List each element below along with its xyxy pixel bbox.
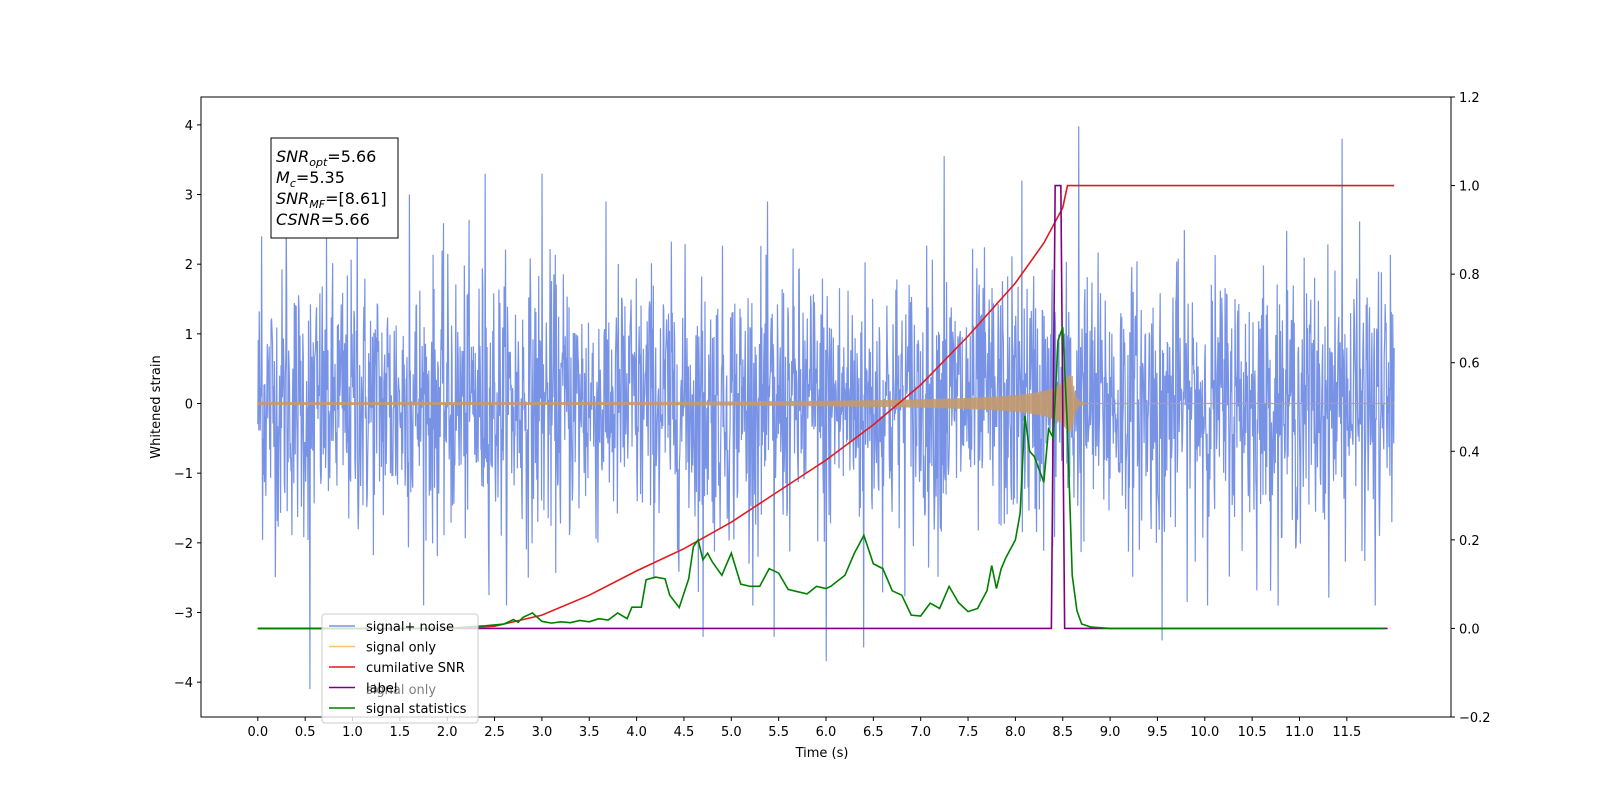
y-tick-label: 4 [185,119,193,134]
x-tick-label: 3.0 [532,725,553,740]
x-tick-label: 4.0 [626,725,647,740]
y2-tick-label: −0.2 [1459,711,1491,726]
x-tick-label: 1.5 [390,725,411,740]
y-tick-label: −2 [174,537,193,552]
x-axis: 0.0 0.5 1.0 1.5 2.0 2.5 3.0 3.5 4.0 4.5 5.0 5.5 6.0 6… [247,717,1361,740]
series-cumulative-snr [257,184,1395,630]
x-tick-label: 6.5 [863,725,884,740]
series-label [257,184,1388,630]
y-tick-label: 1 [185,328,193,343]
annotation-line: SNRMF=[8.61] [276,189,387,211]
plot-area [257,126,1395,690]
y2-tick-label: 0.6 [1459,357,1480,372]
y-tick-label: 0 [185,398,193,413]
x-tick-label: 10.0 [1190,725,1219,740]
y-tick-label: −3 [174,607,193,622]
x-tick-label: 8.0 [1005,725,1026,740]
legend-label: signal only [366,641,436,656]
y-axis-left: −4 −3 −2 −1 0 1 2 3 4 [174,119,201,691]
x-tick-label: 5.0 [721,725,742,740]
legend-hidden-label: signal only [366,683,436,698]
annotation-line: SNRopt=5.66 [276,147,376,169]
series-signal-only [257,375,1395,432]
x-tick-label: 2.5 [484,725,505,740]
x-tick-label: 8.5 [1052,725,1073,740]
y-tick-label: 3 [185,189,193,204]
x-tick-label: 7.5 [958,725,979,740]
x-tick-label: 5.5 [768,725,789,740]
y2-tick-label: 1.2 [1459,91,1480,106]
y-tick-label: −1 [174,467,193,482]
y-axis-right: −0.2 0.0 0.2 0.4 0.6 0.8 1.0 1.2 [1451,91,1491,726]
y-axis-label: Whitened strain [149,355,164,458]
x-tick-label: 9.0 [1100,725,1121,740]
x-tick-label: 0.5 [295,725,316,740]
y-tick-label: 2 [185,258,193,273]
legend-label: signal+ noise [366,620,454,635]
legend-frame [321,613,479,724]
annotation-frame [270,137,399,239]
x-tick-label: 2.0 [437,725,458,740]
legend: signal+ noise signal only cumilative SNR la… [321,613,479,724]
x-tick-label: 4.5 [674,725,695,740]
x-tick-label: 10.5 [1238,725,1267,740]
annotation-line: Mc=5.35 [276,168,345,190]
x-tick-label: 6.0 [816,725,837,740]
x-tick-label: 3.5 [579,725,600,740]
y2-tick-label: 1.0 [1459,180,1480,195]
x-axis-label: Time (s) [795,746,849,761]
x-tick-label: 11.0 [1285,725,1314,740]
series-signal-statistics [257,327,1385,630]
annotation-line: CSNR=5.66 [276,210,370,229]
x-tick-label: 7.0 [910,725,931,740]
legend-label: label [366,682,397,697]
legend-label: cumilative SNR [366,661,465,676]
x-tick-label: 9.5 [1147,725,1168,740]
y-tick-label: −4 [174,676,193,691]
x-tick-label: 0.0 [247,725,268,740]
y2-tick-label: 0.8 [1459,268,1480,283]
x-tick-label: 1.0 [342,725,363,740]
y2-tick-label: 0.2 [1459,534,1480,549]
legend-label: signal statistics [366,702,467,717]
y2-tick-label: 0.4 [1459,445,1480,460]
y2-tick-label: 0.0 [1459,622,1480,637]
x-tick-label: 11.5 [1332,725,1361,740]
series-signal-noise [257,126,1395,690]
